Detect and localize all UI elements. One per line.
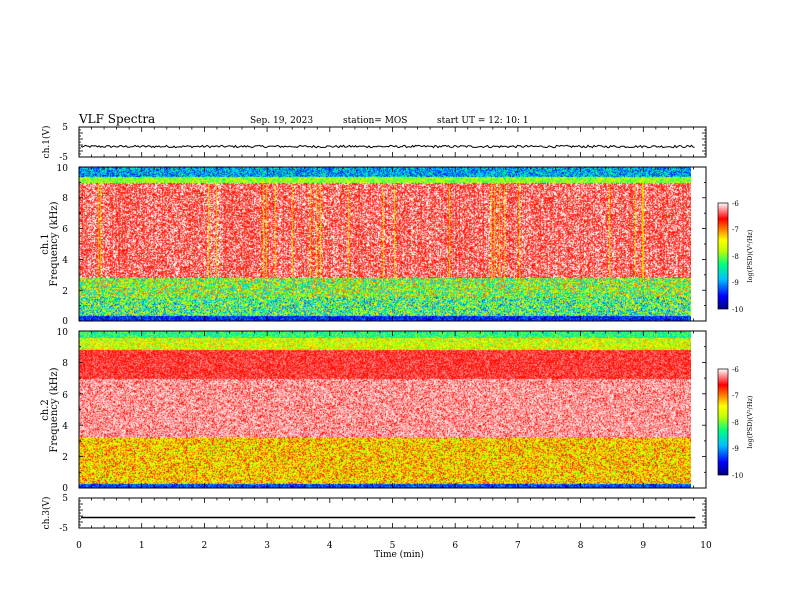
start-time-label: start UT = 12: 10: 1 (437, 116, 529, 126)
ch3-voltage-ticks (78, 497, 707, 529)
ch1-colorbar-label: log(PSD)(V²/Hz) (746, 229, 754, 282)
ch1-voltage-ylabel: ch.1(V) (41, 126, 52, 159)
ch2-spectrogram-ylabel-channel: ch.2 (40, 399, 51, 421)
ch2-colorbar-label: log(PSD)(V²/Hz) (746, 395, 754, 448)
ch2-colorbar-tick-6: -6 (732, 366, 739, 374)
ch1-colorbar-tick-8: -8 (732, 253, 739, 261)
ch1-ytick-bottom: -5 (59, 153, 68, 163)
ch1-ytick-top: 5 (62, 123, 68, 133)
ch1-spectrogram-panel: 10 8 6 4 2 0 ch.1 Frequency (kHz) (40, 164, 707, 327)
ch1-spectrogram-ylabel: Frequency (kHz) (49, 201, 60, 286)
ch1-freq-tick-8: 8 (62, 194, 68, 204)
x-axis-tick-labels: 0 1 2 3 4 5 6 7 8 9 10 (76, 541, 712, 551)
date-label: Sep. 19, 2023 (250, 116, 313, 126)
ch1-colorbar: -6 -7 -8 -9 -10 log(PSD)(V²/Hz) (717, 200, 754, 314)
x-tick-label: 7 (515, 541, 521, 551)
ch2-spectrogram-panel: 10 8 6 4 2 0 ch.2 Frequency (kHz) (40, 328, 707, 494)
ch2-spectrogram-ticks (78, 330, 707, 489)
x-tick-label: 1 (139, 541, 145, 551)
x-tick-label: 0 (76, 541, 82, 551)
ch2-colorbar-tick-9: -9 (732, 445, 739, 453)
ch2-colorbar: -6 -7 -8 -9 -10 log(PSD)(V²/Hz) (717, 366, 754, 480)
x-tick-label: 3 (264, 541, 270, 551)
ch1-colorbar-tick-6: -6 (732, 200, 739, 208)
ch3-ytick-top: 5 (62, 494, 68, 504)
ch3-voltage-ylabel: ch.3(V) (41, 497, 52, 530)
ch1-freq-tick-0: 0 (62, 317, 68, 327)
ch1-freq-tick-4: 4 (62, 256, 68, 266)
ch2-freq-tick-2: 2 (62, 453, 68, 463)
ch1-freq-tick-2: 2 (62, 287, 68, 297)
x-tick-label: 8 (578, 541, 584, 551)
ch2-colorbar-tick-10: -10 (732, 472, 743, 480)
figure-title: VLF Spectra (78, 112, 155, 126)
ch2-freq-tick-8: 8 (62, 359, 68, 369)
ch1-colorbar-gradient (717, 202, 729, 310)
ch1-colorbar-tick-7: -7 (732, 226, 739, 234)
ch2-colorbar-tick-7: -7 (732, 392, 739, 400)
x-tick-label: 5 (390, 541, 396, 551)
ch2-freq-tick-0: 0 (62, 484, 68, 494)
x-tick-label: 4 (327, 541, 333, 551)
ch3-voltage-panel: 5 -5 ch.3(V) (41, 494, 707, 534)
x-tick-label: 2 (202, 541, 208, 551)
x-tick-label: 9 (640, 541, 646, 551)
ch1-spectrogram-image (79, 167, 691, 321)
ch2-freq-tick-4: 4 (62, 422, 68, 432)
ch2-colorbar-tick-8: -8 (732, 419, 739, 427)
ch2-freq-tick-10: 10 (57, 328, 69, 338)
ch1-voltage-panel: 5 -5 ch.1(V) (41, 123, 707, 163)
ch1-spectrogram-ticks (78, 166, 707, 322)
ch1-voltage-ticks (78, 126, 707, 158)
ch1-voltage-trace (80, 144, 695, 149)
ch1-spectrogram-ylabel-channel: ch.1 (40, 233, 51, 255)
ch2-colorbar-gradient (717, 368, 729, 476)
x-tick-label: 10 (700, 541, 712, 551)
ch2-spectrogram-image (79, 331, 691, 488)
ch3-ytick-bottom: -5 (59, 524, 68, 534)
ch1-colorbar-tick-10: -10 (732, 306, 743, 314)
x-axis-label: Time (min) (374, 549, 424, 560)
ch2-spectrogram-ylabel: Frequency (kHz) (49, 367, 60, 452)
station-label: station= MOS (343, 116, 407, 126)
ch1-freq-tick-6: 6 (62, 225, 68, 235)
ch1-colorbar-tick-9: -9 (732, 279, 739, 287)
x-tick-label: 6 (452, 541, 458, 551)
ch1-freq-tick-10: 10 (57, 164, 69, 174)
ch2-freq-tick-6: 6 (62, 391, 68, 401)
